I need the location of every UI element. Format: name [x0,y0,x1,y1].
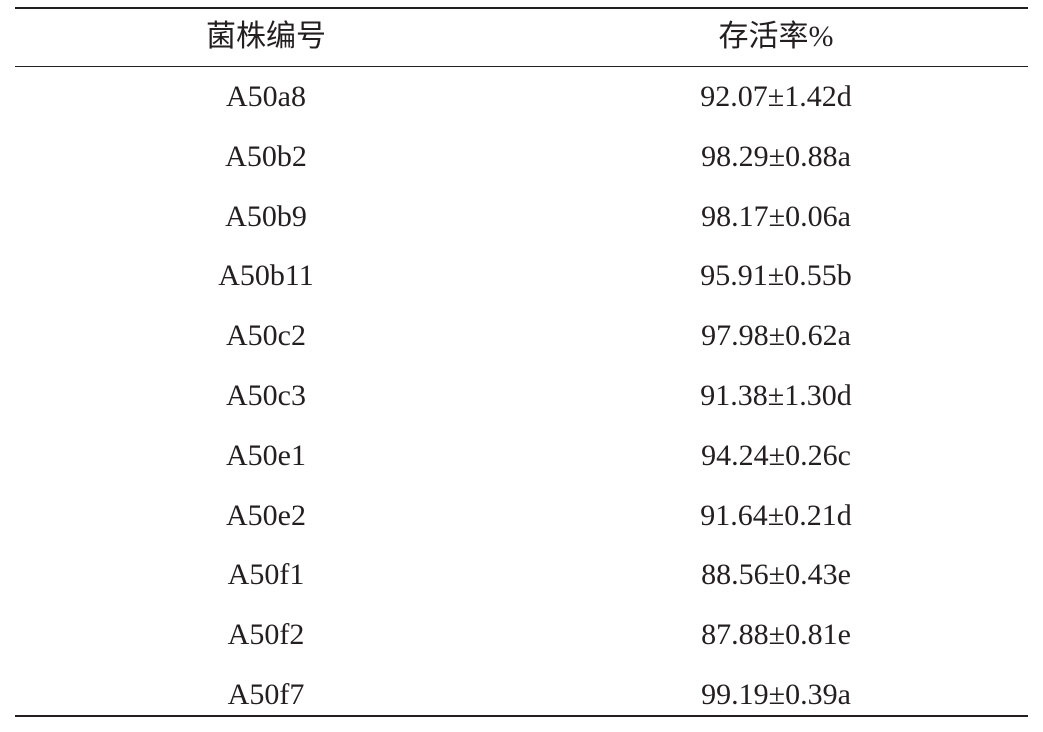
strain-id-cell: A50b9 [225,199,307,233]
survival-rate-cell: 87.88±0.81e [701,618,851,652]
header-survival-rate: 存活率% [718,20,834,53]
strain-id-cell: A50f2 [227,618,305,652]
survival-rate-cell: 91.64±0.21d [700,498,852,532]
strain-id-cell: A50e1 [226,438,306,472]
survival-rate-cell: 99.19±0.39a [701,678,851,711]
header-strain-id: 菌株编号 [206,20,326,53]
strain-id-cell: A50c3 [226,379,306,412]
survival-rate-cell: 92.07±1.42d [700,80,852,113]
survival-rate-cell: 88.56±0.43e [701,558,851,592]
survival-rate-cell: 95.91±0.55b [700,259,852,293]
table-top-rule [15,7,1028,9]
strain-id-cell: A50b2 [225,139,307,173]
survival-rate-cell: 98.29±0.88a [701,139,851,173]
strain-id-cell: A50e2 [226,498,306,532]
survival-rate-cell: 91.38±1.30d [700,379,852,412]
strain-id-cell: A50f7 [227,678,305,711]
strain-id-cell: A50f1 [227,558,305,592]
survival-rate-cell: 94.24±0.26c [701,438,851,472]
header-rule [15,66,1028,67]
strain-id-cell: A50b11 [218,259,314,293]
table-bottom-rule [15,715,1028,717]
survival-rate-cell: 98.17±0.06a [701,199,851,233]
strain-id-cell: A50a8 [226,80,306,113]
strain-id-cell: A50c2 [226,319,306,353]
survival-rate-cell: 97.98±0.62a [701,319,851,353]
